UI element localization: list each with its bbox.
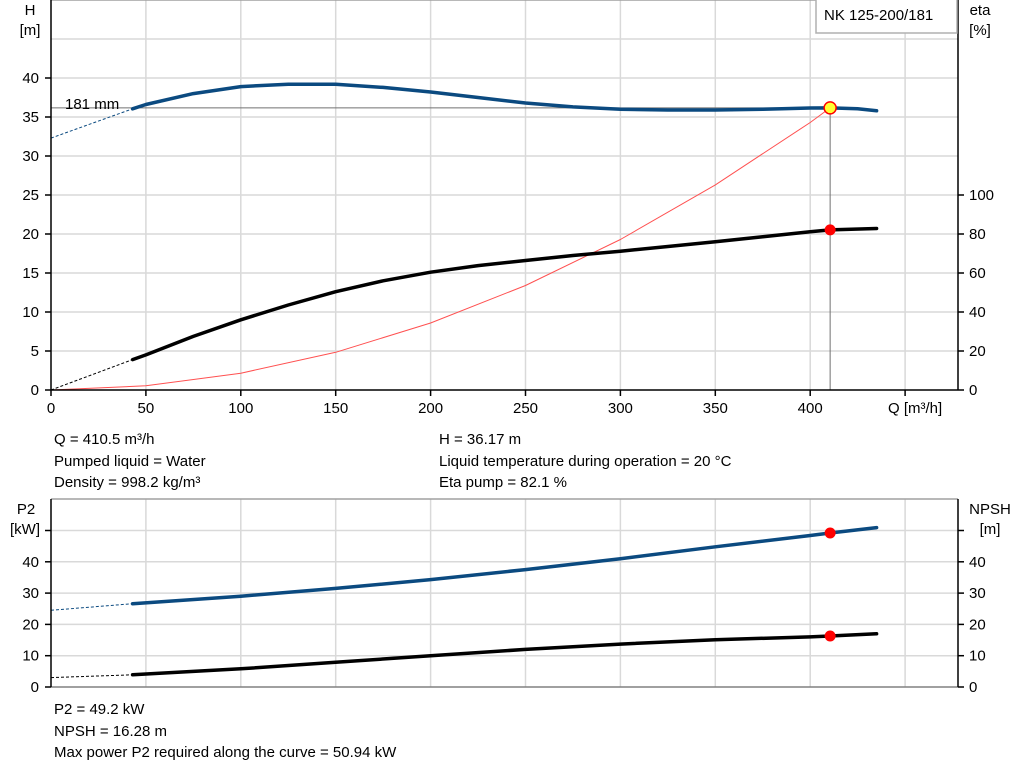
tick-labels: 0 50 100 150 200 250 300 350 4000510152025303540… <box>22 70 994 696</box>
y-label-p2: P2 <box>17 501 35 518</box>
y-tick-label: 20 <box>22 226 39 243</box>
y-tick-label: 10 <box>22 304 39 321</box>
eta-curve <box>130 226 879 362</box>
max-power-readout: Max power P2 required along the curve = … <box>54 744 397 761</box>
y-label-eta-unit: [%] <box>969 22 991 39</box>
x-label-q: Q [m³/h] <box>888 400 942 417</box>
y-tick-label: 30 <box>22 148 39 165</box>
p2-tick-label: 20 <box>22 616 39 633</box>
y-label-eta: eta <box>970 2 992 19</box>
npsh-tick-label: 40 <box>969 554 986 571</box>
eta-tick-label: 0 <box>969 382 977 399</box>
temperature-readout: Liquid temperature during operation = 20… <box>439 452 732 470</box>
npsh-tick-label: 20 <box>969 616 986 633</box>
duty-point-p2 <box>824 527 836 539</box>
x-tick-label: 0 <box>47 400 55 417</box>
eta-tick-label: 20 <box>969 343 986 360</box>
duty-point-npsh <box>824 630 836 642</box>
x-tick-label: 400 <box>798 400 823 417</box>
y-tick-label: 35 <box>22 109 39 126</box>
head-readout: H = 36.17 m <box>439 431 522 448</box>
p2-tick-label: 30 <box>22 585 39 602</box>
p2-tick-label: 40 <box>22 554 39 571</box>
info-top-col1: Q = 410.5 m³/h Pumped liquid = Water Den… <box>54 429 206 494</box>
p2-tick-label: 10 <box>22 648 39 665</box>
npsh-readout: NPSH = 16.28 m <box>54 722 167 740</box>
head-curve <box>130 82 879 113</box>
eta-readout: Eta pump = 82.1 % <box>439 474 567 491</box>
axes <box>45 0 964 688</box>
duty-point-eta <box>824 224 836 236</box>
npsh-curve <box>130 632 879 677</box>
y-tick-label: 5 <box>31 343 39 360</box>
legend-label: NK 125-200/181 <box>824 7 933 24</box>
x-tick-label: 250 <box>513 400 538 417</box>
duty-point-head <box>823 101 837 115</box>
x-tick-label: 50 <box>138 400 155 417</box>
head-extrapolated <box>50 108 133 139</box>
y-label-h: H <box>25 2 36 19</box>
y-tick-label: 0 <box>31 382 39 399</box>
density-readout: Density = 998.2 kg/m³ <box>54 474 201 491</box>
p2-readout: P2 = 49.2 kW <box>54 701 145 718</box>
pumped-liquid-readout: Pumped liquid = Water <box>54 452 206 470</box>
flow-readout: Q = 410.5 m³/h <box>54 431 155 448</box>
y-label-npsh-unit: [m] <box>980 521 1001 538</box>
x-tick-label: 300 <box>608 400 633 417</box>
bottom-grid <box>51 499 958 687</box>
y-tick-label: 25 <box>22 187 39 204</box>
x-tick-label: 350 <box>703 400 728 417</box>
system-curve <box>50 107 831 391</box>
x-tick-label: 150 <box>323 400 348 417</box>
npsh-extrapolated <box>50 674 133 679</box>
x-tick-label: 100 <box>228 400 253 417</box>
p2-curve <box>130 525 879 606</box>
y-tick-label: 40 <box>22 70 39 87</box>
y-label-npsh: NPSH <box>969 501 1011 518</box>
eta-extrapolated <box>50 359 133 391</box>
info-top-col2: H = 36.17 m Liquid temperature during op… <box>439 429 731 494</box>
y-tick-label: 15 <box>22 265 39 282</box>
eta-tick-label: 60 <box>969 265 986 282</box>
eta-tick-label: 100 <box>969 187 994 204</box>
p2-tick-label: 0 <box>31 679 39 696</box>
eta-tick-label: 40 <box>969 304 986 321</box>
npsh-tick-label: 0 <box>969 679 977 696</box>
npsh-tick-label: 10 <box>969 648 986 665</box>
info-bottom: P2 = 49.2 kW NPSH = 16.28 m Max power P2… <box>54 699 396 764</box>
legend-box <box>815 0 958 34</box>
npsh-tick-label: 30 <box>969 585 986 602</box>
y-label-h-unit: [m] <box>20 22 41 39</box>
p2-extrapolated <box>50 603 133 611</box>
top-grid <box>51 0 958 390</box>
impeller-annotation: 181 mm <box>65 96 119 113</box>
y-label-p2-unit: [kW] <box>10 521 40 538</box>
chart-marks <box>50 82 879 679</box>
x-tick-label: 200 <box>418 400 443 417</box>
eta-tick-label: 80 <box>969 226 986 243</box>
